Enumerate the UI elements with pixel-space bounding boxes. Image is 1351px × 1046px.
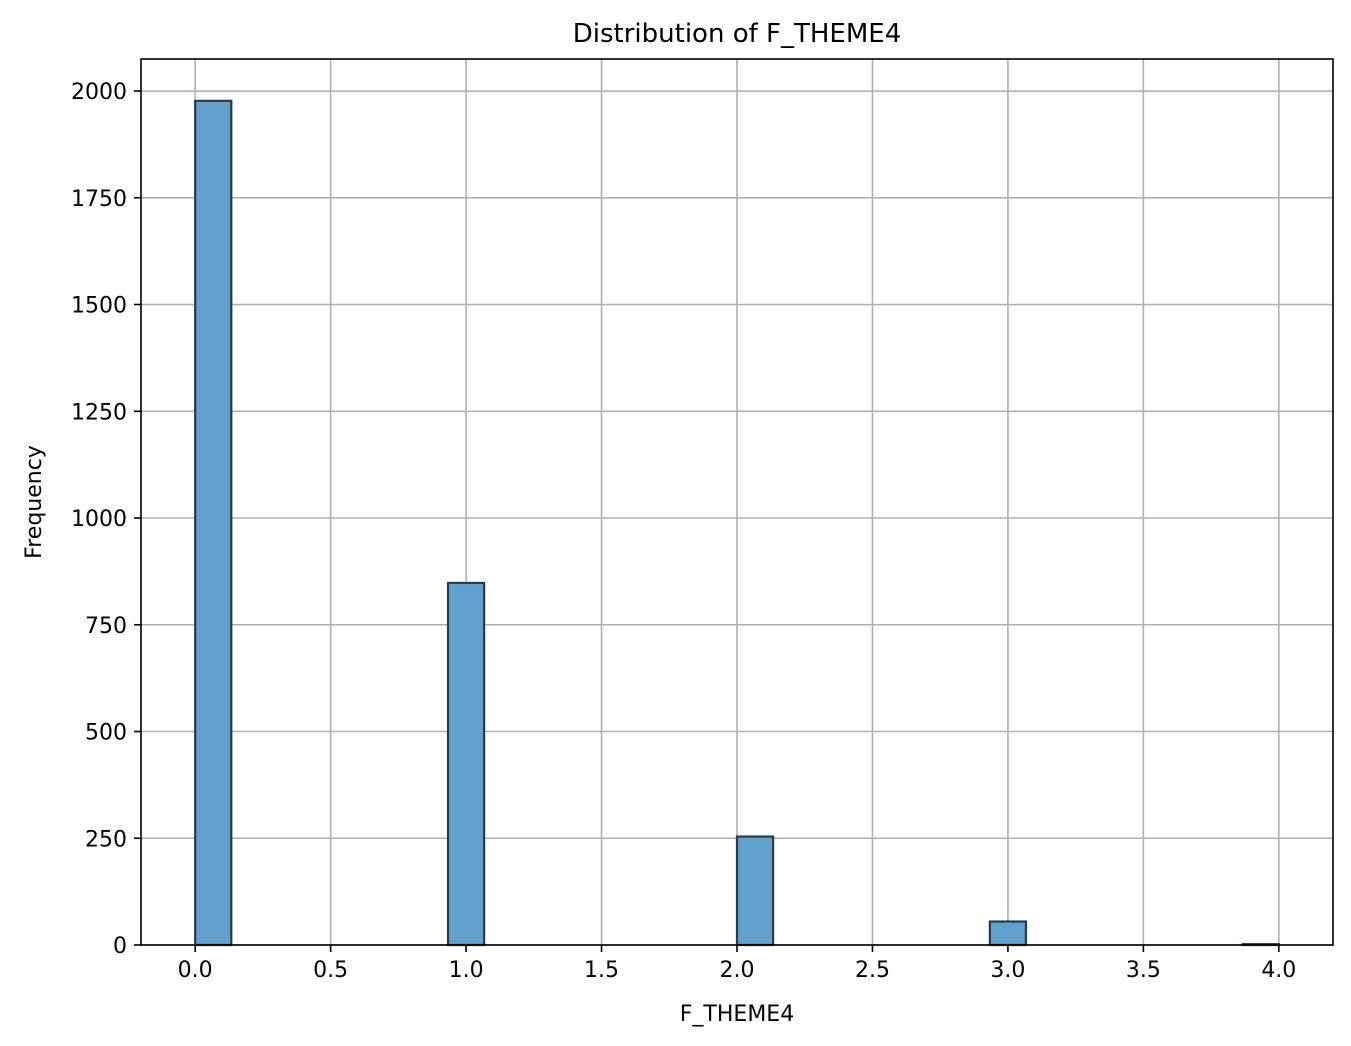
y-tick-label: 500 — [85, 721, 127, 746]
x-tick-label: 0.0 — [178, 958, 213, 983]
y-tick-label: 2000 — [71, 80, 127, 105]
x-tick-label: 0.5 — [313, 958, 348, 983]
x-tick-label: 2.5 — [855, 958, 890, 983]
y-axis-ticks: 0 250 500 750 1000 1250 1500 1750 2000 — [71, 80, 141, 959]
y-tick-label: 0 — [113, 934, 127, 959]
y-tick-label: 750 — [85, 614, 127, 639]
y-tick-label: 250 — [85, 827, 127, 852]
y-tick-label: 1500 — [71, 294, 127, 319]
chart-title: Distribution of F_THEME4 — [573, 19, 902, 49]
x-tick-label: 3.5 — [1126, 958, 1161, 983]
y-tick-label: 1250 — [71, 400, 127, 425]
x-tick-label: 3.0 — [990, 958, 1025, 983]
x-tick-label: 4.0 — [1261, 958, 1296, 983]
histogram-bar — [988, 920, 1028, 947]
x-tick-label: 1.0 — [449, 958, 484, 983]
y-tick-label: 1000 — [71, 507, 127, 532]
y-axis-title: Frequency — [22, 445, 47, 559]
histogram-bars — [194, 99, 1280, 947]
histogram-bar — [446, 581, 486, 947]
x-axis-title: F_THEME4 — [680, 1002, 794, 1027]
x-tick-label: 1.5 — [584, 958, 619, 983]
x-axis-ticks: 0.0 0.5 1.0 1.5 2.0 2.5 3.0 3.5 4.0 — [178, 945, 1296, 983]
histogram-bar — [194, 99, 233, 947]
histogram-bar — [735, 835, 775, 947]
y-tick-label: 1750 — [71, 187, 127, 212]
grid-lines — [141, 59, 1333, 946]
x-tick-label: 2.0 — [720, 958, 755, 983]
